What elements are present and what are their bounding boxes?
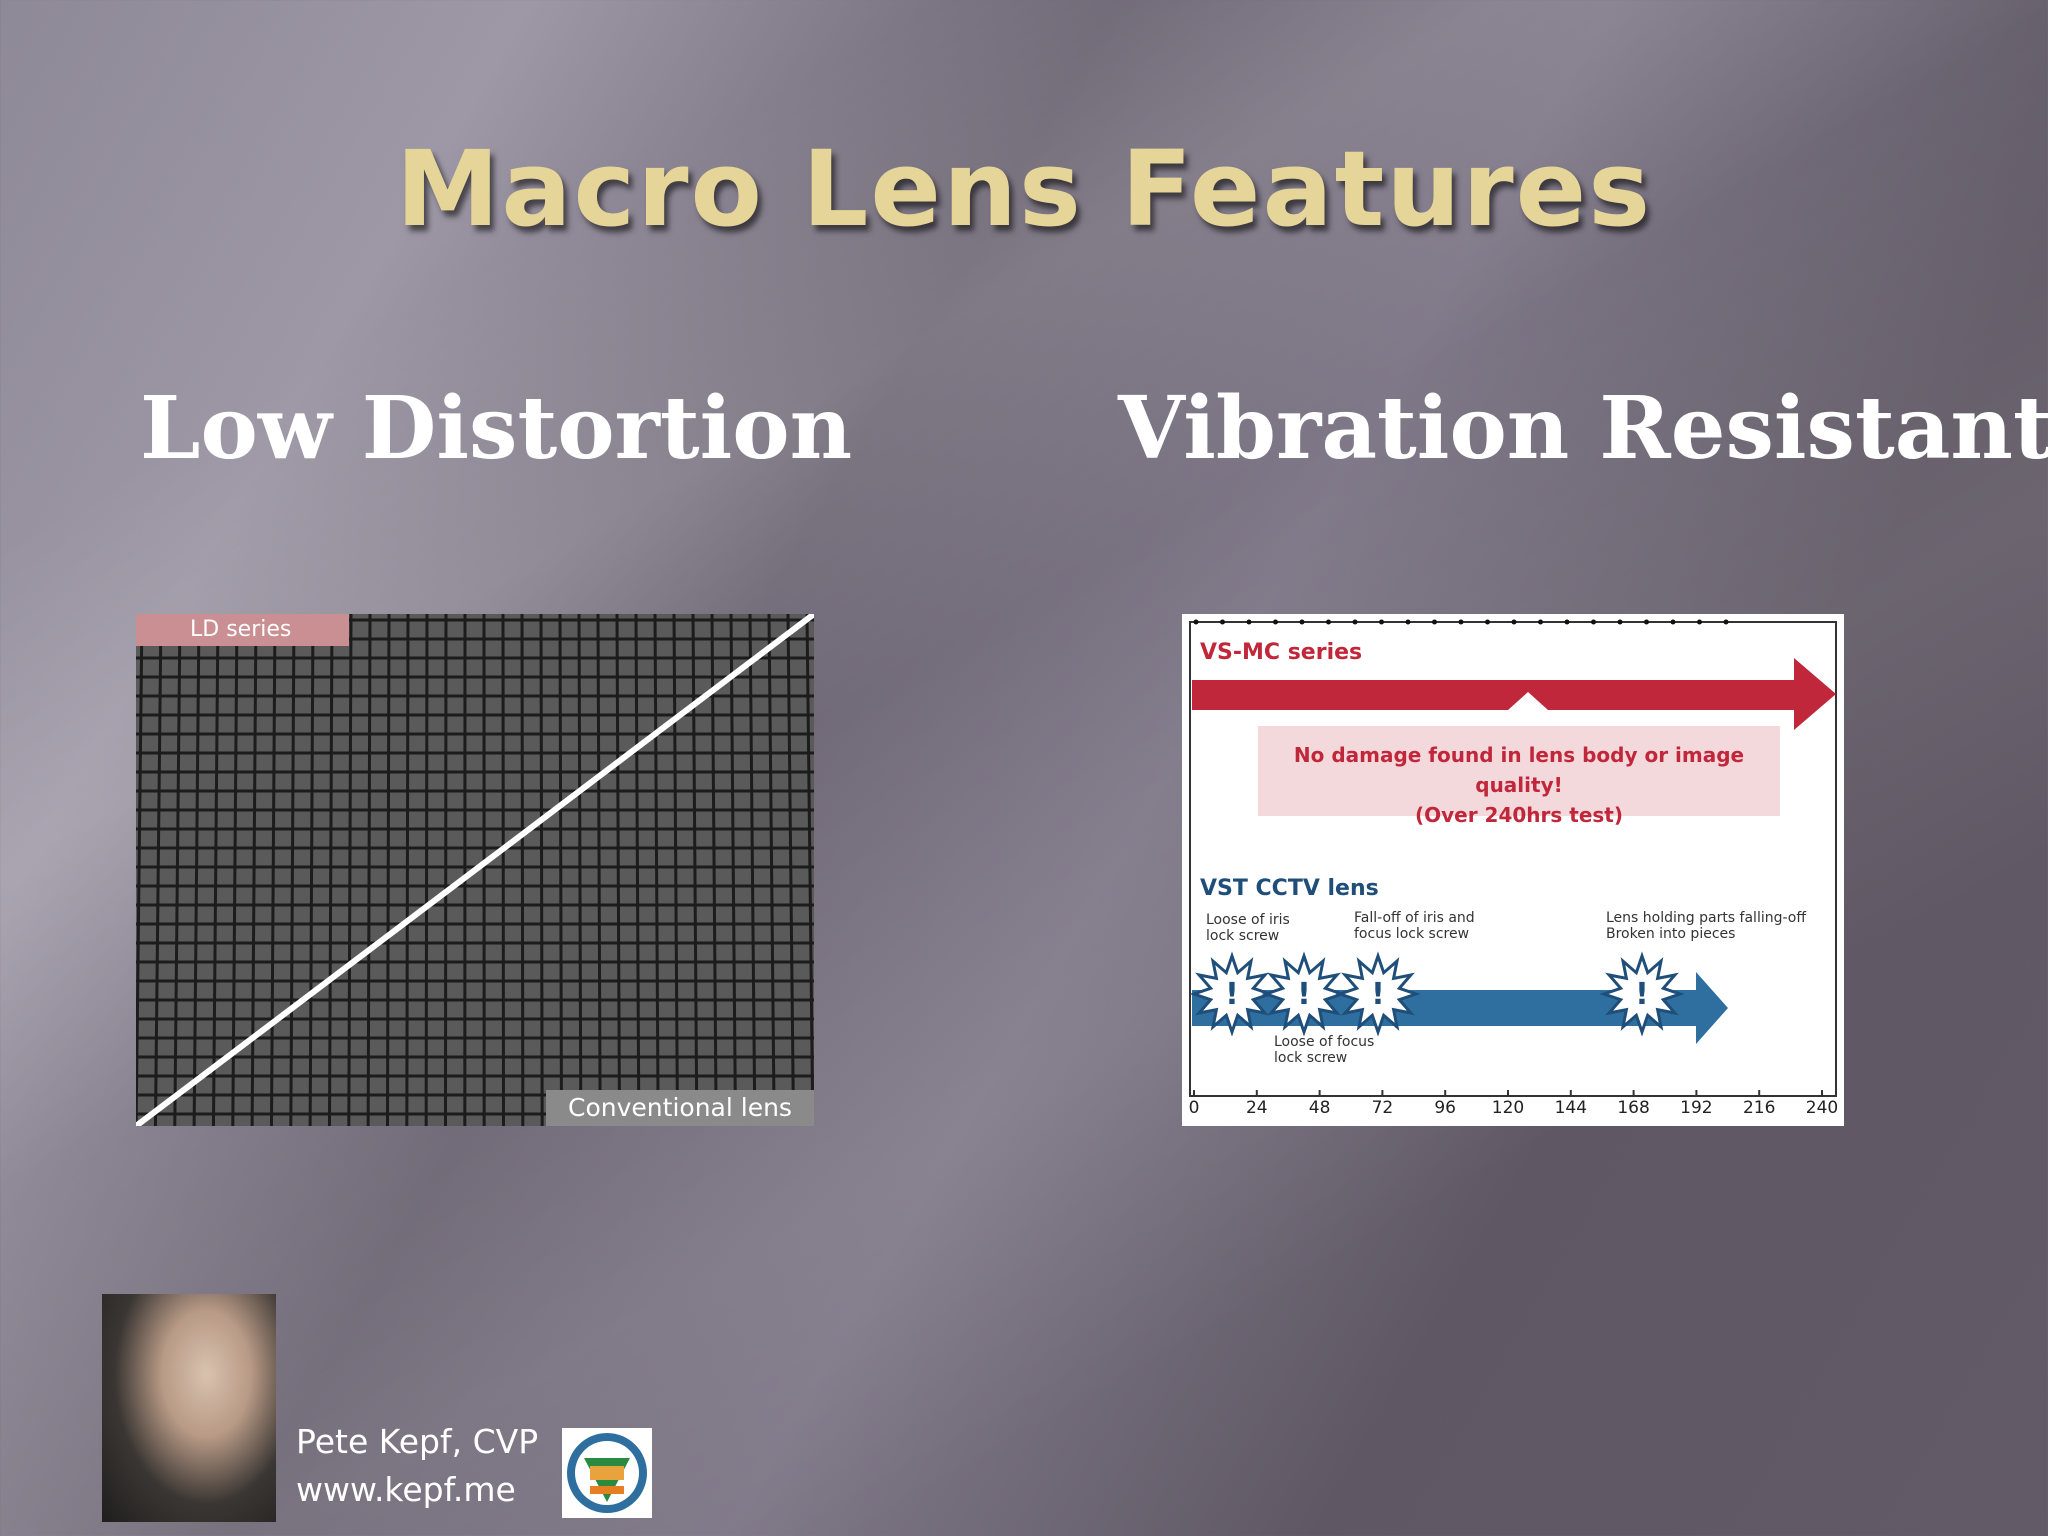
distortion-grid <box>136 614 814 1126</box>
vst-cctv-lens-label: VST CCTV lens <box>1200 876 1379 901</box>
note-loose-iris: Loose of iris lock screw <box>1206 912 1290 944</box>
author-photo <box>102 1294 276 1522</box>
cvp-badge-logo <box>562 1428 652 1518</box>
warning-burst-icon <box>1599 951 1685 1037</box>
vibration-test-chart: !!!! VS-MC series No damage found in len… <box>1182 614 1844 1126</box>
svg-text:!: ! <box>1635 977 1649 1012</box>
heading-low-distortion: Low Distortion <box>140 378 853 479</box>
x-tick-label: 168 <box>1617 1098 1650 1118</box>
x-tick-label: 192 <box>1680 1098 1713 1118</box>
note-loose-focus: Loose of focus lock screw <box>1274 1034 1375 1066</box>
x-axis-labels: 0 24 48 72 96 120 144 168 192 216 240 <box>1182 1098 1844 1122</box>
warning-burst-icon <box>1189 951 1275 1037</box>
divider-diagonal <box>136 614 814 1126</box>
x-tick-label: 0 <box>1188 1098 1200 1118</box>
author-name: Pete Kepf, CVP <box>296 1422 539 1461</box>
x-tick-label: 24 <box>1245 1098 1268 1118</box>
warning-burst-icon <box>1261 951 1347 1037</box>
result-line-2: (Over 240hrs test) <box>1414 803 1624 827</box>
svg-text:!: ! <box>1225 977 1239 1012</box>
note-falloff-iris-focus: Fall-off of iris and focus lock screw <box>1354 910 1475 942</box>
x-tick-label: 216 <box>1742 1098 1776 1118</box>
result-line-1: No damage found in lens body or image qu… <box>1293 743 1745 797</box>
chart-frame: !!!! <box>1189 619 1837 1097</box>
vs-mc-arrow <box>1192 658 1836 730</box>
x-tick-label: 72 <box>1371 1098 1394 1118</box>
warning-burst-icon <box>1335 951 1421 1037</box>
x-tick-label: 120 <box>1491 1098 1525 1118</box>
result-callout: No damage found in lens body or image qu… <box>1258 726 1780 827</box>
svg-text:!: ! <box>1371 977 1385 1012</box>
author-website[interactable]: www.kepf.me <box>296 1470 516 1509</box>
heading-vibration-resistant: Vibration Resistant <box>1118 378 2048 479</box>
cvp-badge-icon <box>567 1433 647 1513</box>
conventional-lens-label: Conventional lens <box>546 1090 814 1126</box>
distortion-comparison-image: LD series Conventional lens <box>136 614 814 1126</box>
x-tick-label: 144 <box>1554 1098 1588 1118</box>
author-info: Pete Kepf, CVP www.kepf.me <box>296 1418 538 1514</box>
ld-series-label: LD series <box>136 614 349 646</box>
svg-text:!: ! <box>1297 977 1311 1012</box>
x-tick-label: 48 <box>1308 1098 1331 1118</box>
x-tick-label: 96 <box>1434 1098 1457 1118</box>
vs-mc-series-label: VS-MC series <box>1200 640 1363 665</box>
slide-title: Macro Lens Features <box>395 128 1653 250</box>
note-holding-parts: Lens holding parts falling-off Broken in… <box>1606 910 1807 942</box>
x-tick-label: 240 <box>1805 1098 1839 1118</box>
